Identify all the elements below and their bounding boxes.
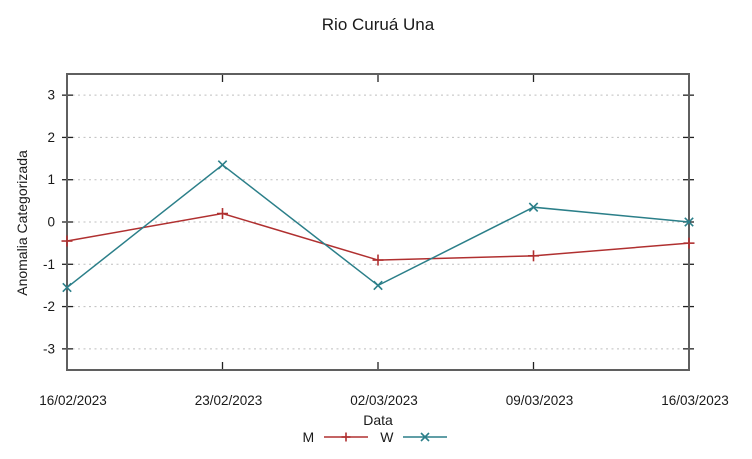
series-W-marker xyxy=(373,280,383,291)
legend-label: M xyxy=(302,429,315,445)
x-tick-label: 16/02/2023 xyxy=(39,393,107,408)
series-W-marker xyxy=(217,160,228,170)
y-tick-label: 0 xyxy=(47,215,55,230)
legend-item-W: W xyxy=(380,429,449,445)
y-tick-label: -2 xyxy=(43,299,55,314)
x-axis-label: Data xyxy=(363,412,393,428)
x-tick-label: 09/03/2023 xyxy=(506,393,574,408)
y-tick-label: -3 xyxy=(43,341,55,356)
x-tick-label: 23/02/2023 xyxy=(195,393,263,408)
legend-line-sample xyxy=(324,432,369,442)
series-W-marker xyxy=(684,217,694,227)
series-W-line xyxy=(66,163,690,289)
legend-line-sample xyxy=(403,432,448,442)
y-tick-label: -1 xyxy=(43,257,55,272)
chart-title: Rio Curuá Una xyxy=(321,15,435,34)
x-tick-label: 02/03/2023 xyxy=(350,393,418,408)
series-M-line xyxy=(66,212,690,261)
series-W-marker xyxy=(528,202,539,212)
series-W-marker xyxy=(62,282,72,293)
legend-label: W xyxy=(380,429,394,445)
legend-item-M: M xyxy=(303,429,371,445)
y-tick-label: 2 xyxy=(47,130,55,145)
legend-marker-icon xyxy=(420,432,431,442)
y-tick-label: 3 xyxy=(47,88,55,103)
y-tick-label: 1 xyxy=(47,172,55,187)
x-tick-label: 16/03/2023 xyxy=(661,393,729,408)
